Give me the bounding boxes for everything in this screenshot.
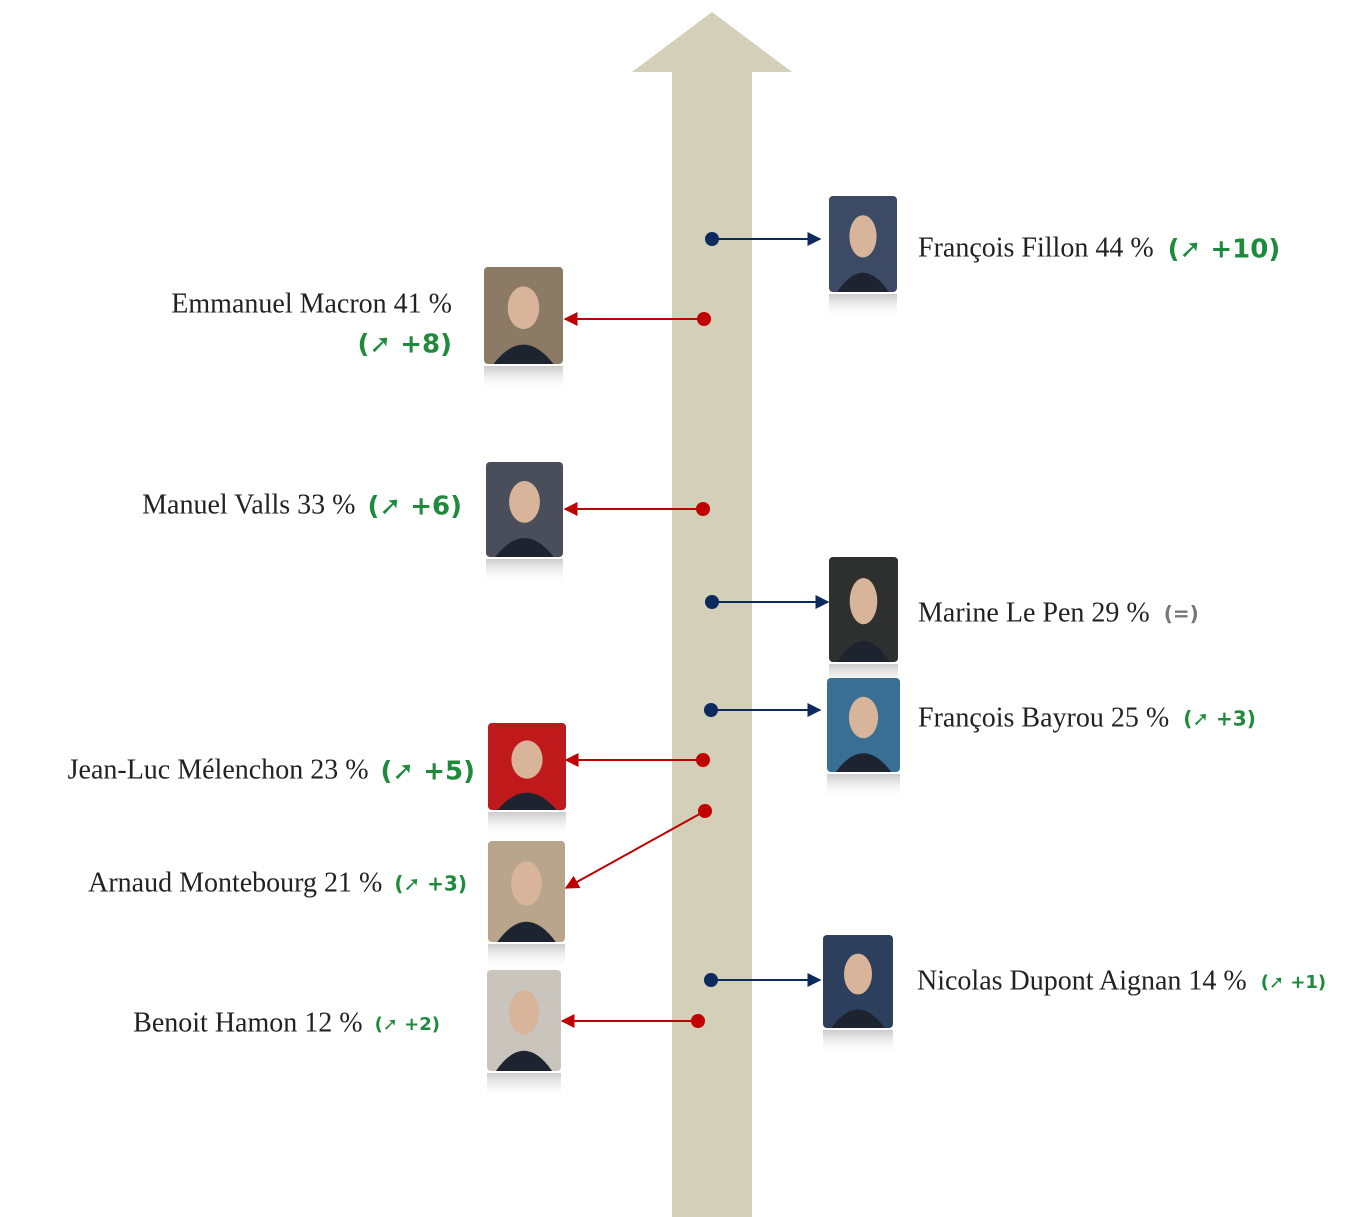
candidate-label: Marine Le Pen 29 %	[918, 597, 1150, 628]
photo-face	[509, 990, 539, 1035]
timeline-dot	[696, 753, 710, 767]
photo-suit	[495, 1050, 553, 1071]
timeline-head	[632, 12, 792, 72]
connector-arrow	[564, 810, 706, 889]
photo-suit	[835, 753, 892, 772]
photo-reflection	[487, 1073, 561, 1099]
change-label: (➚ +3)	[1183, 707, 1256, 731]
timeline-dot	[704, 973, 718, 987]
photo-face	[848, 696, 879, 739]
change-label: (➚ +10)	[1168, 235, 1281, 265]
change-label: (➚ +8)	[358, 330, 452, 360]
timeline-dot	[698, 804, 712, 818]
candidate-label: Jean-Luc Mélenchon 23 %	[68, 754, 369, 785]
timeline-dot	[696, 502, 710, 516]
change-label: (➚ +5)	[381, 757, 475, 787]
timeline-dot	[691, 1014, 705, 1028]
change-label: (➚ +1)	[1261, 972, 1326, 993]
photo-suit	[837, 641, 890, 662]
change-label: (=)	[1164, 602, 1199, 626]
photo-reflection	[488, 812, 566, 838]
photo-reflection	[484, 366, 563, 392]
candidate-label: François Fillon 44 %	[918, 232, 1154, 263]
photo-reflection	[486, 559, 563, 585]
candidate-label: Manuel Valls 33 %	[142, 489, 355, 520]
timeline-shaft	[672, 70, 752, 1217]
photo-face	[844, 953, 872, 995]
photo-suit	[831, 1009, 885, 1028]
photo-reflection	[488, 944, 565, 970]
photo-reflection	[823, 1030, 893, 1056]
photo-face	[507, 286, 540, 330]
candidate-label: Nicolas Dupont Aignan 14 %	[917, 965, 1247, 996]
candidate-label: François Bayrou 25 %	[918, 702, 1169, 733]
change-label: (➚ +6)	[368, 492, 462, 522]
timeline-dot	[704, 703, 718, 717]
photo-face	[849, 578, 878, 625]
candidate-label: Arnaud Montebourg 21 %	[88, 867, 382, 898]
change-label: (➚ +3)	[394, 872, 467, 896]
photo-suit	[497, 921, 556, 942]
photo-face	[511, 861, 542, 906]
timeline-dot	[705, 232, 719, 246]
photo-reflection	[827, 774, 900, 800]
timeline-dot	[697, 312, 711, 326]
candidate-label: Emmanuel Macron 41 %	[171, 288, 452, 319]
photo-suit	[497, 792, 557, 810]
photo-suit	[493, 344, 554, 364]
change-label: (➚ +2)	[375, 1014, 440, 1035]
photo-face	[511, 740, 543, 779]
candidate-label: Benoit Hamon 12 %	[133, 1007, 362, 1038]
photo-reflection	[829, 294, 897, 320]
photo-suit	[495, 538, 554, 557]
photo-face	[509, 481, 540, 523]
photo-face	[849, 215, 877, 258]
timeline-dot	[705, 595, 719, 609]
photo-suit	[837, 272, 889, 292]
